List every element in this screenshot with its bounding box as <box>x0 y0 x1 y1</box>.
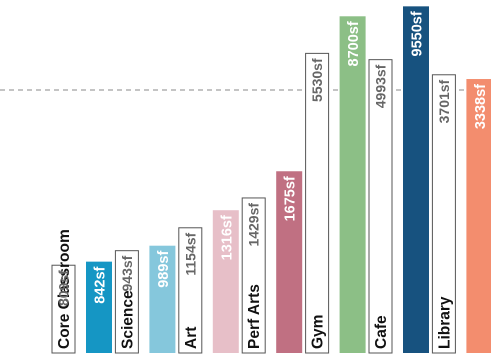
baseline-value-label-5: 4993sf <box>373 64 389 108</box>
baseline-value-label-1: 943sf <box>119 255 135 291</box>
proposed-value-label-5: 9550sf <box>410 11 426 56</box>
baseline-value-label-4: 5530sf <box>309 58 325 102</box>
category-label-3: Perf Arts <box>246 284 263 349</box>
bar-proposed-0 <box>86 261 112 353</box>
bar-proposed-6 <box>466 79 491 354</box>
baseline-value-label-6: 3701sf <box>436 79 452 123</box>
bar-baseline-2 <box>178 227 203 354</box>
category-label-5: Cafe <box>373 315 390 349</box>
proposed-value-label-3: 1675sf <box>283 176 299 221</box>
proposed-value-label-2: 1316sf <box>219 215 235 260</box>
bar-proposed-5 <box>403 6 429 353</box>
category-label-4: Gym <box>310 315 327 349</box>
bar-baseline-3 <box>241 197 266 354</box>
proposed-value-label-4: 8700sf <box>346 21 362 66</box>
category-label-1: Science <box>119 290 136 349</box>
bar-baseline-4 <box>305 52 330 354</box>
category-label-0: Core Classroom <box>56 229 73 349</box>
baseline-value-label-0: 809sf <box>56 270 72 306</box>
bars-layer <box>51 6 491 354</box>
bar-proposed-2 <box>212 210 239 353</box>
proposed-value-label-0: 842sf <box>93 266 109 303</box>
baseline-value-label-3: 1429sf <box>246 203 262 247</box>
bar-baseline-5 <box>368 59 393 354</box>
bar-proposed-3 <box>276 171 303 353</box>
baseline-value-label-2: 1154sf <box>182 232 198 275</box>
proposed-value-label-1: 989sf <box>156 251 172 288</box>
bar-baseline-6 <box>431 74 456 354</box>
bar-baseline-1 <box>114 250 139 354</box>
bar-proposed-1 <box>149 245 176 353</box>
category-label-6: Library <box>436 296 453 349</box>
bar-proposed-4 <box>339 16 366 353</box>
category-label-2: Art <box>183 327 200 349</box>
proposed-value-label-6: 3338sf <box>473 84 489 129</box>
bar-baseline-0 <box>51 264 76 354</box>
